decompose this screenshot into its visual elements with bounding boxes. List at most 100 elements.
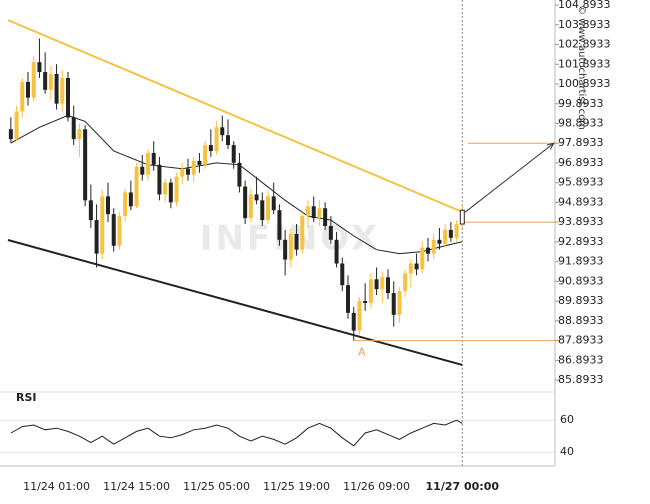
candle-body (459, 209, 465, 225)
credit: © www.autochartist.com (576, 5, 587, 130)
x-tick-label: 11/26 09:00 (343, 480, 410, 493)
y-tick-label: 99.8933 (558, 97, 604, 110)
arrow-head (546, 142, 555, 150)
candle-body (328, 226, 333, 240)
candle-body (414, 263, 419, 270)
y-tick-label: 98.8933 (558, 116, 604, 129)
candle-body (48, 74, 53, 90)
x-tick-label: 11/24 01:00 (23, 480, 90, 493)
candle-body (277, 210, 282, 240)
candle-body (386, 277, 390, 294)
y-tick-label: 86.8933 (558, 353, 604, 366)
candle-body (94, 220, 99, 254)
candle-body (14, 111, 19, 140)
candle-body (237, 162, 242, 187)
watermark: INFINOX (200, 219, 380, 259)
candle-body (368, 279, 373, 303)
rsi-label: RSI (16, 391, 37, 404)
candle-body (351, 312, 356, 331)
candle-body (208, 145, 213, 151)
candle-body (157, 164, 162, 195)
candle-body (197, 160, 202, 165)
candle-body (260, 200, 265, 221)
candle-body (443, 229, 448, 244)
candle-body (403, 273, 408, 292)
candle-body (220, 127, 225, 136)
candle-body (163, 182, 168, 195)
y-tick-label: 94.8933 (558, 195, 604, 208)
candle-body (288, 233, 293, 260)
candle-body (43, 72, 48, 90)
y-tick-label: 92.8933 (558, 235, 604, 248)
rsi-tick-label: 60 (560, 413, 574, 426)
candle-body (391, 293, 396, 315)
candle-body (8, 129, 13, 140)
trendline (7, 19, 463, 213)
trendline (7, 239, 463, 366)
candle-body (254, 194, 259, 201)
candle-body (88, 200, 93, 221)
x-tick-label: 11/24 15:00 (103, 480, 170, 493)
rsi-tick-label: 40 (560, 445, 574, 458)
candle-body (128, 192, 133, 207)
candle-body (20, 81, 25, 112)
candle-body (323, 208, 328, 227)
y-tick-label: 102.8933 (558, 38, 611, 51)
candle-body (26, 81, 30, 98)
y-tick-label: 91.8933 (558, 255, 604, 268)
y-tick-label: 95.8933 (558, 176, 604, 189)
candle-body (248, 194, 253, 219)
y-tick-label: 104.8933 (558, 0, 611, 11)
candle-body (174, 176, 179, 203)
y-tick-label: 93.8933 (558, 215, 604, 228)
candle-body (214, 127, 219, 151)
candle-body (363, 301, 368, 303)
candle-body (123, 192, 128, 217)
candle-body (311, 206, 316, 219)
candle-body (334, 239, 339, 264)
x-tick-label: 11/25 05:00 (183, 480, 250, 493)
y-tick-label: 103.8933 (558, 18, 611, 31)
candle-body (408, 263, 413, 274)
candle-body (66, 77, 70, 118)
candle-body (180, 168, 185, 177)
candle-body (146, 152, 150, 175)
rsi-line (10, 419, 463, 447)
candle-body (420, 247, 425, 270)
candle-body (431, 239, 436, 254)
candle-body (231, 145, 236, 163)
candle-body (191, 160, 196, 175)
candle-body (380, 277, 385, 290)
candle-body (134, 166, 139, 207)
y-tick-label: 101.8933 (558, 57, 611, 70)
candle-body (31, 62, 36, 98)
candle-body (294, 233, 299, 250)
candle-body (426, 247, 430, 254)
candle-body (71, 117, 76, 140)
candle-body (203, 145, 208, 165)
candle-body (83, 129, 88, 201)
forecast-arrow (464, 142, 555, 213)
candle-body (300, 216, 305, 250)
candle-body (346, 285, 350, 313)
candle-body (54, 74, 59, 104)
candle-body (151, 152, 156, 165)
candle-body (437, 239, 442, 244)
y-tick-label: 97.8933 (558, 136, 604, 149)
candle-body (168, 182, 173, 203)
candle-body (454, 224, 459, 238)
x-tick-label: 11/25 19:00 (263, 480, 330, 493)
candle-body (397, 291, 402, 315)
y-tick-label: 90.8933 (558, 274, 604, 287)
y-tick-label: 96.8933 (558, 156, 604, 169)
y-tick-label: 89.8933 (558, 294, 604, 307)
annotation: A (358, 345, 366, 358)
y-tick-label: 87.8933 (558, 334, 604, 347)
candle-body (77, 129, 82, 140)
candle-body (340, 263, 345, 286)
candle-body (100, 196, 105, 254)
moving-average (10, 114, 463, 255)
candle-body (117, 216, 122, 246)
y-tick-label: 88.8933 (558, 314, 604, 327)
